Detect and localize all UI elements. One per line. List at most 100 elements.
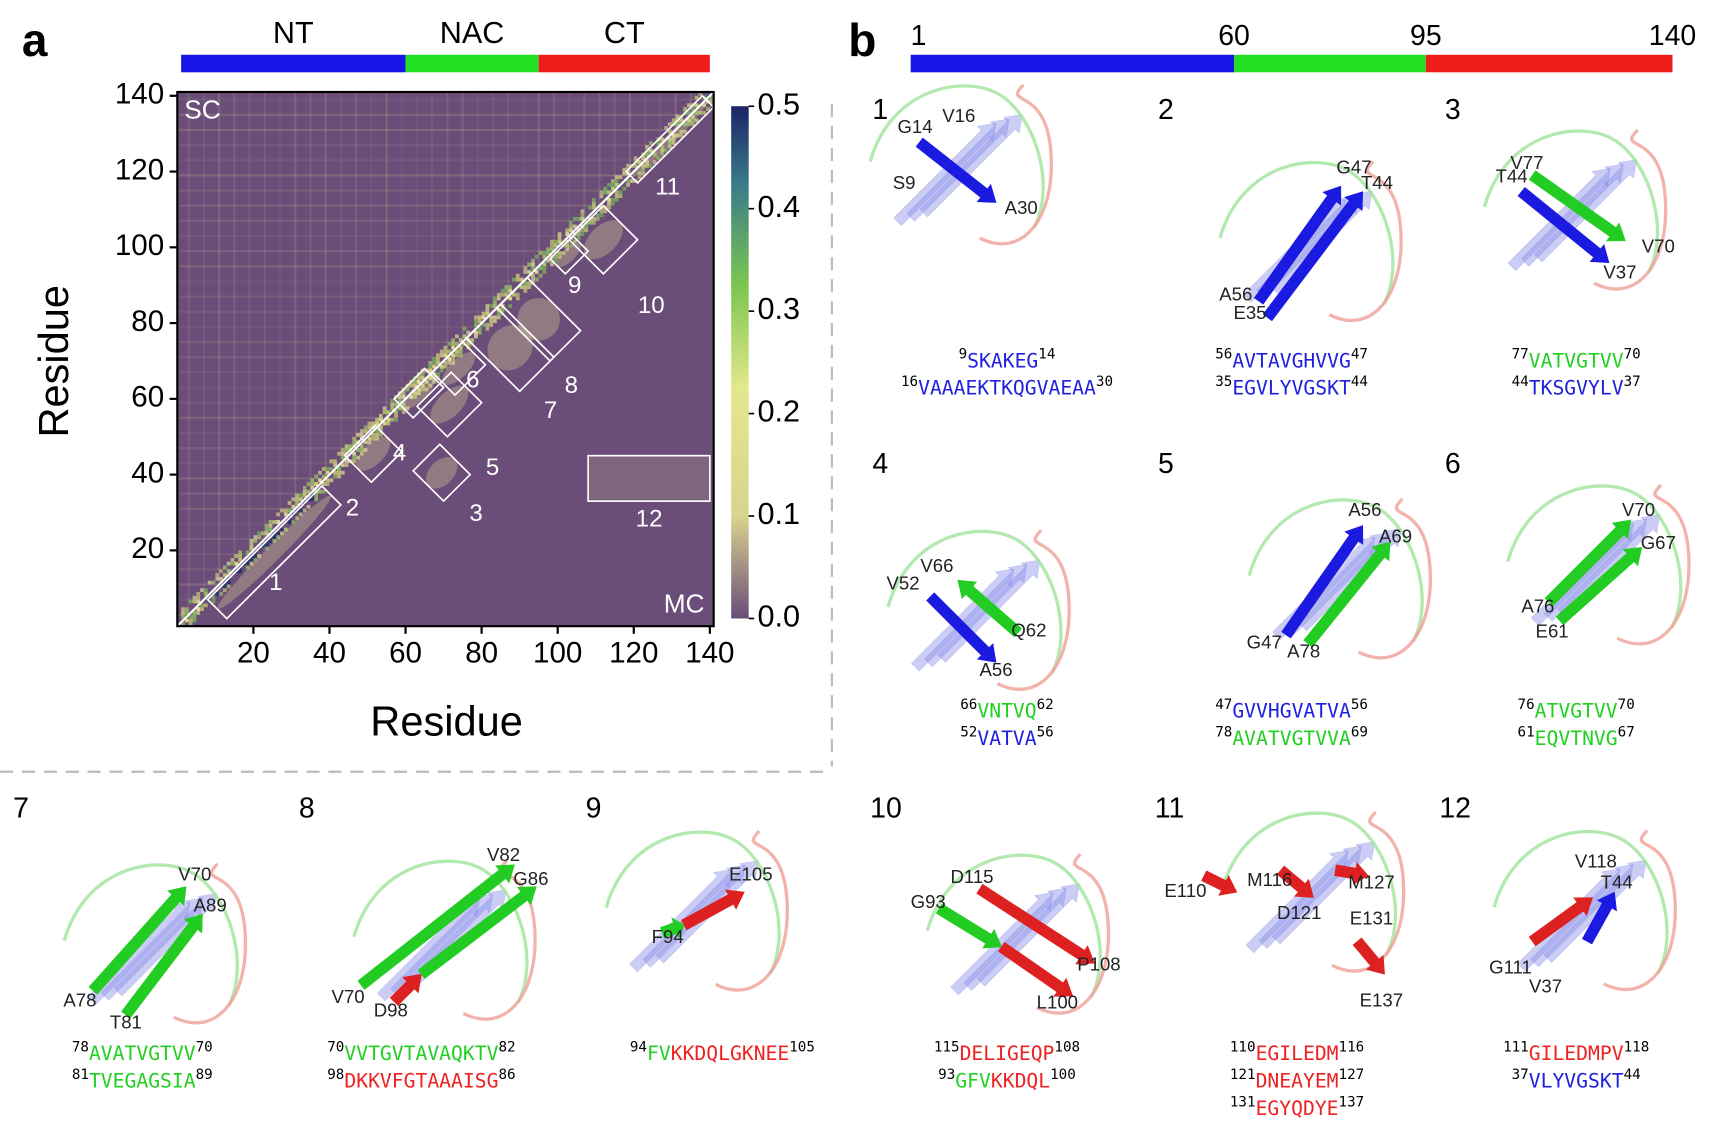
texture [550,262,554,267]
texture [310,482,315,486]
texture [474,315,478,320]
texture [698,110,703,115]
texture [405,406,410,411]
texture [226,584,231,589]
texture [485,307,490,312]
texture [196,607,201,612]
texture [245,561,250,566]
texture [458,338,463,343]
texture [302,493,307,498]
texture [238,550,242,555]
texture [550,247,554,252]
texture [641,171,646,176]
colorbar-tick-label: 0.2 [757,395,800,429]
structure [1482,128,1668,291]
residue-number: 137 [1339,1094,1365,1110]
texture [668,141,672,146]
texture [329,459,334,464]
texture [454,342,459,346]
texture [333,470,338,475]
texture [527,262,532,267]
texture [569,220,573,225]
texture [356,448,360,452]
residue-label: A76 [1521,595,1554,616]
texture [572,239,577,244]
texture [394,410,398,415]
texture [493,315,497,320]
texture [591,201,596,206]
residue-number: 81 [72,1067,89,1083]
texture [668,137,672,142]
texture [496,315,501,320]
texture [660,152,665,157]
residue-label: F94 [652,926,684,947]
texture [249,546,254,551]
residue-label: A89 [194,894,227,915]
texture [645,163,649,168]
texture [268,520,273,524]
texture [607,205,611,210]
texture [610,198,615,202]
sequence: 52VATVA56 [960,724,1054,749]
texture [485,326,490,331]
texture [629,179,634,183]
residue-number: 70 [196,1040,213,1056]
texture [352,459,357,464]
texture [489,319,494,324]
sequence-segment: VAAAEKTKQGVAEAA [918,376,1096,399]
texture [314,493,319,498]
residue-number: 78 [1215,724,1232,740]
texture [671,137,676,142]
texture [531,273,535,278]
texture [474,334,478,339]
texture [683,122,688,127]
texture [477,319,482,324]
colorbar-tick-label: 0.4 [757,190,800,224]
texture [527,285,532,289]
texture [314,474,319,479]
texture [249,539,254,543]
texture [420,387,425,392]
texture [599,213,604,218]
texture [432,357,436,361]
texture [553,243,558,248]
residue-number: 78 [72,1040,89,1056]
texture [344,448,349,452]
texture [359,448,364,452]
box-label: 8 [565,372,578,399]
box-label: 7 [544,397,557,424]
texture [595,213,600,218]
texture [432,379,436,384]
texture [443,353,448,358]
strand [911,568,1015,672]
strand [976,883,1095,965]
residue-number: 47 [1215,697,1232,713]
texture [500,307,505,312]
texture [356,432,360,437]
texture [519,277,524,282]
texture [550,239,554,244]
residue-number: 115 [934,1040,960,1056]
texture [310,497,315,502]
box-label: 4 [393,440,406,467]
texture [485,304,490,308]
texture [378,417,383,422]
texture [378,413,383,418]
y-tick-label: 80 [131,305,164,338]
texture [325,470,330,475]
texture [687,118,691,123]
texture [694,110,699,115]
texture [234,561,239,566]
highlight-box [415,371,483,438]
sequence-segment: EQVTNVG [1535,726,1618,749]
panel-number: 11 [1155,793,1185,825]
residue-number: 89 [196,1067,213,1083]
texture [386,417,391,422]
residue-label: Q62 [1011,620,1046,641]
colorbar-tick-label: 0.1 [757,497,800,531]
texture [222,573,227,577]
texture [527,270,532,274]
texture [607,182,611,187]
texture [435,372,440,377]
